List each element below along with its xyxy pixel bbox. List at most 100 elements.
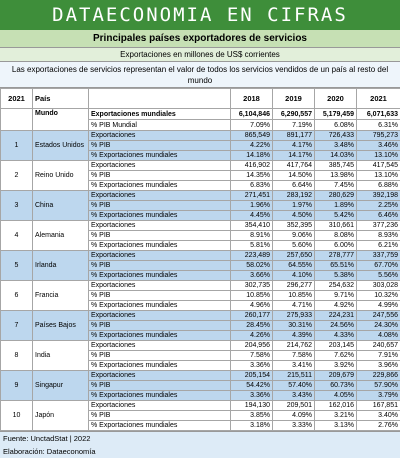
header-cell: 2021 <box>0 88 33 109</box>
value-cell: 194,130 <box>230 400 273 411</box>
value-cell: 3.41% <box>272 360 315 371</box>
rank-cell <box>0 108 33 131</box>
value-cell: 5,179,459 <box>314 108 357 120</box>
value-cell: 60.73% <box>314 380 357 391</box>
metric-label: % PIB <box>88 350 231 361</box>
value-cell: 891,177 <box>272 130 315 141</box>
rank-cell: 1 <box>0 130 33 161</box>
value-cell: 3.46% <box>356 140 400 151</box>
country-row: 6 Francia Exportaciones 302,735 296,277 254,6… <box>0 280 400 311</box>
country-row: % Exportaciones mundiales 3.18% 3.33% 3.13%… <box>1 420 400 431</box>
value-cell: 203,145 <box>314 340 357 351</box>
value-cell: 3.79% <box>356 390 400 401</box>
value-cell: 28.45% <box>230 320 273 331</box>
value-cell: 4.26% <box>230 330 273 341</box>
metric-label: Exportaciones <box>88 250 231 261</box>
value-cell: 209,679 <box>314 370 357 381</box>
table: 2021 País 2018 2019 2020 2021 Mundo Exportacion… <box>0 88 400 431</box>
value-cell: 8.93% <box>356 230 400 241</box>
value-cell: 7.62% <box>314 350 357 361</box>
value-cell: 271,451 <box>230 190 273 201</box>
rank-cell: 2 <box>0 160 33 191</box>
value-cell: 337,759 <box>356 250 400 261</box>
metric-label: % PIB <box>88 200 231 211</box>
country-name: India <box>32 340 89 371</box>
value-cell: 3.18% <box>230 420 273 431</box>
country-row: 3 China Exportaciones 271,451 283,192 280,629… <box>0 190 400 221</box>
value-cell: 4.17% <box>272 140 315 151</box>
footer-line: Elaboración: Dataeconomía <box>3 447 96 456</box>
rank-cell: 3 <box>0 190 33 221</box>
value-cell: 416,902 <box>230 160 273 171</box>
country-row: 8 India Exportaciones 204,956 214,762 203,145… <box>0 340 400 371</box>
value-cell: 4.22% <box>230 140 273 151</box>
value-cell: 275,933 <box>272 310 315 321</box>
value-cell: 6.88% <box>356 180 400 191</box>
country-row: % PIB 4.22% 4.17% 3.48% 3.46% <box>1 140 400 151</box>
country-row: % Exportaciones mundiales 6.83% 6.64% 7.45%… <box>1 180 400 191</box>
metric-label: % Exportaciones mundiales <box>88 240 231 251</box>
value-cell: 3.40% <box>356 410 400 421</box>
value-cell: 303,028 <box>356 280 400 291</box>
country-row: 1 Estados Unidos Exportaciones 865,549 891,1… <box>0 130 400 161</box>
metric-label: % PIB <box>88 260 231 271</box>
value-cell: 302,735 <box>230 280 273 291</box>
value-cell: 3.96% <box>356 360 400 371</box>
country-name: Irlanda <box>32 250 89 281</box>
header-cell: 2021 <box>356 88 400 109</box>
value-cell: 6.08% <box>314 119 357 131</box>
value-cell: 8.91% <box>230 230 273 241</box>
value-cell: 5.81% <box>230 240 273 251</box>
value-cell: 7.09% <box>230 119 273 131</box>
value-cell: 4.33% <box>314 330 357 341</box>
value-cell: 5.38% <box>314 270 357 281</box>
metric-label: % PIB <box>88 410 231 421</box>
country-row: 10 Japón Exportaciones 194,130 209,501 162,01… <box>0 400 400 431</box>
value-cell: 3.48% <box>314 140 357 151</box>
rank-cell: 8 <box>0 340 33 371</box>
value-cell: 2.76% <box>356 420 400 431</box>
value-cell: 4.08% <box>356 330 400 341</box>
value-cell: 4.10% <box>272 270 315 281</box>
header-cell: 2019 <box>272 88 315 109</box>
value-cell: 14.50% <box>272 170 315 181</box>
value-cell: 224,231 <box>314 310 357 321</box>
footer: Fuente: UnctadStat | 2022 Elaboración: Da… <box>0 431 400 458</box>
metric-label: % Exportaciones mundiales <box>88 270 231 281</box>
metric-label: % Exportaciones mundiales <box>88 210 231 221</box>
value-cell: 7.45% <box>314 180 357 191</box>
country-row: % Exportaciones mundiales 3.36% 3.43% 4.05%… <box>1 390 400 401</box>
value-cell: 14.18% <box>230 150 273 161</box>
value-cell: 247,556 <box>356 310 400 321</box>
value-cell: 3.36% <box>230 390 273 401</box>
metric-label: Exportaciones <box>88 190 231 201</box>
country-name: Japón <box>32 400 89 431</box>
metric-label: % PIB <box>88 320 231 331</box>
value-cell: 10.85% <box>272 290 315 301</box>
value-cell: 254,632 <box>314 280 357 291</box>
country-row: 9 Singapur Exportaciones 205,154 215,511 209,… <box>0 370 400 401</box>
footer-line: Fuente: UnctadStat | 2022 <box>3 434 91 443</box>
metric-label: Exportaciones <box>88 160 231 171</box>
metric-label: Exportaciones <box>88 340 231 351</box>
country-row: 5 Irlanda Exportaciones 223,489 257,650 278,7… <box>0 250 400 281</box>
value-cell: 64.55% <box>272 260 315 271</box>
value-cell: 14.17% <box>272 150 315 161</box>
value-cell: 205,154 <box>230 370 273 381</box>
value-cell: 209,501 <box>272 400 315 411</box>
header-row: 2021 País 2018 2019 2020 2021 <box>0 88 400 109</box>
value-cell: 6.31% <box>356 119 400 131</box>
value-cell: 9.71% <box>314 290 357 301</box>
world-row: Mundo Exportaciones mundiales 6,104,846 6,2… <box>0 108 400 131</box>
value-cell: 417,764 <box>272 160 315 171</box>
value-cell: 10.85% <box>230 290 273 301</box>
value-cell: 3.85% <box>230 410 273 421</box>
metric-label: % Exportaciones mundiales <box>88 150 231 161</box>
value-cell: 7.58% <box>272 350 315 361</box>
value-cell: 240,657 <box>356 340 400 351</box>
value-cell: 1.89% <box>314 200 357 211</box>
country-name: Reino Unido <box>32 160 89 191</box>
value-cell: 3.21% <box>314 410 357 421</box>
value-cell: 204,956 <box>230 340 273 351</box>
header-cell: 2018 <box>230 88 273 109</box>
